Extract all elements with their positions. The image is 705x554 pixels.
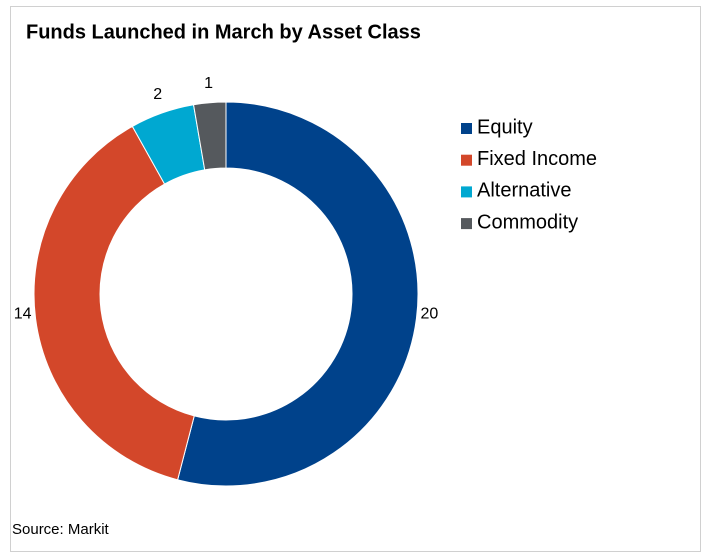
- legend-swatch: [461, 218, 472, 230]
- source: Source: Markit: [12, 521, 110, 538]
- legend-label: Alternative: [477, 180, 572, 202]
- legend-label: Fixed Income: [477, 148, 597, 170]
- data-label: 20: [420, 305, 438, 322]
- legend-swatch: [461, 154, 472, 166]
- data-label: 2: [153, 86, 162, 103]
- legend-label: Commodity: [477, 211, 578, 233]
- donut-slice: [192, 101, 227, 171]
- donut-slice: [33, 125, 195, 481]
- donut-slice: [177, 101, 419, 487]
- legend-swatch: [461, 186, 472, 198]
- legend-swatch: [461, 123, 472, 134]
- chart-title: Funds Launched in March by Asset Class: [26, 21, 421, 43]
- data-label: 14: [14, 305, 32, 322]
- legend-label: Equity: [477, 116, 533, 138]
- data-label: 1: [204, 75, 213, 92]
